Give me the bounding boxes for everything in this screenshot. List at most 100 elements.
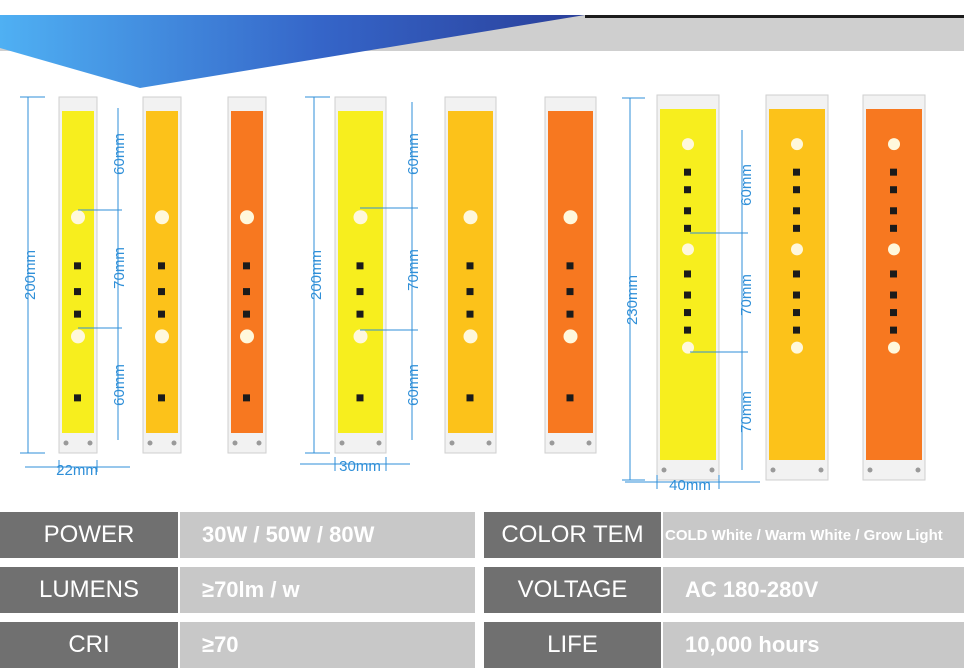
led-dot <box>463 329 478 344</box>
mount-hole <box>256 440 262 446</box>
top-banner <box>0 15 964 88</box>
mount-hole <box>586 440 592 446</box>
driver-ic <box>684 326 691 334</box>
spec-row-voltage: VOLTAGE AC 180-280V <box>484 567 964 613</box>
driver-ic <box>793 186 800 194</box>
spec-row-power: POWER 30W / 50W / 80W <box>0 512 475 558</box>
spec-value-power: 30W / 50W / 80W <box>180 512 475 558</box>
led-dot <box>155 329 169 344</box>
phosphor-area <box>231 111 263 433</box>
driver-ic <box>793 207 800 215</box>
driver-ic <box>466 394 474 402</box>
driver-ic <box>356 310 364 318</box>
spec-row-lumens: LUMENS ≥70lm / w <box>0 567 475 613</box>
driver-ic <box>356 262 364 270</box>
dim-top-group1: 60mm <box>111 133 128 175</box>
led-dot <box>682 138 694 151</box>
mount-hole <box>376 440 382 446</box>
driver-ic <box>356 288 364 296</box>
mount-hole <box>486 440 492 446</box>
led-dot <box>240 329 254 344</box>
driver-ic <box>158 310 165 318</box>
led-dot <box>71 329 85 344</box>
chip-22mm-warm-white <box>142 96 182 454</box>
dim-height-group1: 200mm <box>22 250 39 300</box>
dim-height-group3: 230mm <box>624 275 641 325</box>
driver-ic <box>158 262 165 270</box>
led-dot <box>155 210 169 225</box>
driver-ic <box>684 270 691 278</box>
led-chip-illustration: 200mm 60mm 70mm 60mm 22mm 200mm 60mm 70mm 60mm 30… <box>20 94 926 494</box>
phosphor-area <box>866 109 922 460</box>
led-dot <box>563 210 578 225</box>
phosphor-area <box>62 111 94 433</box>
dim-bottom-group1: 60mm <box>111 364 128 406</box>
chip-40mm-warm-white <box>765 94 829 481</box>
driver-ic <box>890 309 897 317</box>
dim-height-group2: 200mm <box>308 250 325 300</box>
spec-row-life: LIFE 10,000 hours <box>484 622 964 668</box>
led-dot <box>888 341 900 354</box>
driver-ic <box>684 309 691 317</box>
driver-ic <box>890 270 897 278</box>
driver-ic <box>684 186 691 194</box>
driver-ic <box>243 288 250 296</box>
dim-top-group3: 60mm <box>738 164 755 206</box>
driver-ic <box>466 310 474 318</box>
mount-hole <box>449 440 455 446</box>
spec-label-power: POWER <box>0 512 178 558</box>
driver-ic <box>466 288 474 296</box>
mount-hole <box>339 440 345 446</box>
led-dot <box>682 341 694 354</box>
dim-middle-group2: 70mm <box>405 249 422 291</box>
led-dot <box>353 329 368 344</box>
chip-22mm-grow-light <box>227 96 267 454</box>
mount-hole <box>549 440 555 446</box>
led-dot <box>463 210 478 225</box>
led-dot <box>353 210 368 225</box>
driver-ic <box>684 291 691 299</box>
driver-ic <box>158 394 165 402</box>
driver-ic <box>890 291 897 299</box>
spec-label-cri: CRI <box>0 622 178 668</box>
dim-width-group2: 30mm <box>339 458 381 475</box>
dim-width-group3: 40mm <box>669 477 711 494</box>
mount-hole <box>709 467 715 473</box>
spec-value-cri: ≥70 <box>180 622 475 668</box>
driver-ic <box>684 207 691 215</box>
mount-hole <box>661 467 667 473</box>
mount-hole <box>171 440 177 446</box>
driver-ic <box>243 262 250 270</box>
driver-ic <box>684 168 691 176</box>
chip-40mm-grow-light <box>862 94 926 481</box>
driver-ic <box>566 262 574 270</box>
led-dot <box>888 243 900 256</box>
phosphor-area <box>338 111 383 433</box>
dim-bottom-group3: 70mm <box>738 391 755 433</box>
phosphor-area <box>769 109 825 460</box>
driver-ic <box>566 310 574 318</box>
mount-hole <box>915 467 921 473</box>
chip-30mm-cold-white <box>334 96 387 454</box>
driver-ic <box>890 168 897 176</box>
spec-row-cri: CRI ≥70 <box>0 622 475 668</box>
spec-value-voltage: AC 180-280V <box>663 567 964 613</box>
dim-middle-group1: 70mm <box>111 247 128 289</box>
led-dot <box>71 210 85 225</box>
phosphor-area <box>448 111 493 433</box>
driver-ic <box>243 310 250 318</box>
mount-hole <box>867 467 873 473</box>
spec-value-lumens: ≥70lm / w <box>180 567 475 613</box>
driver-ic <box>158 288 165 296</box>
driver-ic <box>466 262 474 270</box>
mount-hole <box>232 440 238 446</box>
mount-hole <box>147 440 153 446</box>
driver-ic <box>890 224 897 232</box>
mount-hole <box>63 440 69 446</box>
driver-ic <box>74 394 81 402</box>
spec-label-life: LIFE <box>484 622 661 668</box>
spec-label-color-tem: COLOR TEM <box>484 512 661 558</box>
led-dot <box>240 210 254 225</box>
spec-label-lumens: LUMENS <box>0 567 178 613</box>
driver-ic <box>566 288 574 296</box>
